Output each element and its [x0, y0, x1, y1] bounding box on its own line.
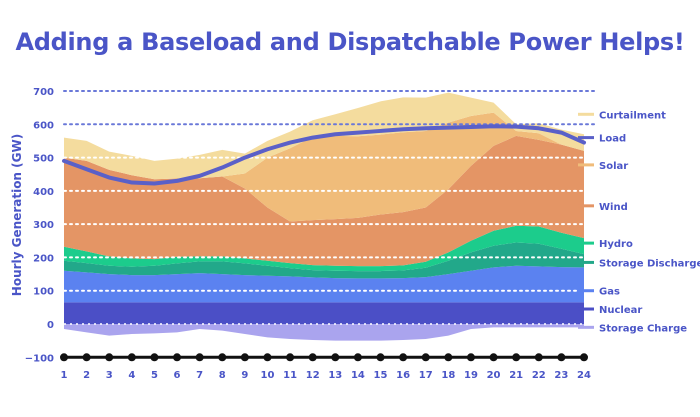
- y-axis-label: Hourly Generation (GW): [10, 134, 24, 296]
- legend-label-wind: Wind: [599, 202, 628, 213]
- legend-label-load: Load: [599, 134, 626, 145]
- x-axis-ticks: 1 2 3 4 5 6 7 8 9 10 11 12 13 14 15 16 17 18 19 20 21 22 23 24: [61, 370, 591, 381]
- x-axis-dot: [353, 353, 362, 362]
- load-line-group: [62, 124, 586, 186]
- y-tick-label: 700: [33, 87, 54, 98]
- grid-lines: [63, 90, 597, 325]
- x-tick-label: 8: [219, 370, 226, 381]
- x-axis-dot: [557, 353, 566, 362]
- legend-label-hydro: Hydro: [599, 239, 633, 250]
- x-axis-dot: [195, 353, 204, 362]
- x-tick-label: 12: [306, 370, 320, 381]
- x-axis-dot: [263, 353, 272, 362]
- x-axis-dot: [580, 353, 588, 362]
- x-axis-dot: [105, 353, 114, 362]
- x-tick-label: 21: [509, 370, 523, 381]
- x-axis-dot: [466, 353, 475, 362]
- x-tick-label: 14: [351, 370, 365, 381]
- area-layers: [64, 92, 584, 341]
- legend-label-storage-discharge: Storage Discharge: [599, 258, 700, 269]
- y-tick-label: 100: [33, 287, 54, 298]
- x-axis-dot: [60, 353, 68, 362]
- y-tick-label: 400: [33, 187, 54, 198]
- legend-label-curtailment: Curtailment: [599, 110, 666, 121]
- x-tick-label: 23: [554, 370, 568, 381]
- x-tick-label: 16: [396, 370, 410, 381]
- y-tick-label: −100: [25, 353, 54, 364]
- x-tick-label: 4: [128, 370, 135, 381]
- area-hydro: [64, 225, 584, 272]
- legend-label-nuclear: Nuclear: [599, 305, 642, 316]
- x-tick-label: 9: [241, 370, 248, 381]
- x-axis-dot: [421, 353, 430, 362]
- x-axis-dot: [489, 353, 498, 362]
- x-tick-label: 18: [441, 370, 455, 381]
- legend-label-storage-charge: Storage Charge: [599, 323, 687, 334]
- x-axis-dot: [399, 353, 408, 362]
- x-axis-dot: [331, 353, 340, 362]
- x-tick-label: 20: [487, 370, 501, 381]
- x-tick-label: 22: [532, 370, 546, 381]
- x-axis-dot: [444, 353, 453, 362]
- x-tick-label: 17: [419, 370, 433, 381]
- y-tick-label: 500: [33, 154, 54, 165]
- area-storage-charge: [64, 324, 584, 341]
- x-tick-label: 19: [464, 370, 478, 381]
- x-axis-dot: [240, 353, 249, 362]
- area-solar: [64, 112, 584, 222]
- x-axis-dot: [218, 353, 227, 362]
- chart-title: Adding a Baseload and Dispatchable Power…: [15, 28, 685, 56]
- legend: Curtailment Load Solar Wind Hydro Storage Dis…: [578, 110, 700, 334]
- area-storage-discharge: [64, 242, 584, 279]
- x-axis-dot: [376, 353, 385, 362]
- x-axis-dot: [286, 353, 295, 362]
- x-tick-label: 24: [577, 370, 591, 381]
- y-tick-label: 200: [33, 253, 54, 264]
- x-tick-label: 5: [151, 370, 158, 381]
- area-nuclear: [64, 302, 584, 324]
- y-tick-label: 300: [33, 220, 54, 231]
- x-tick-label: 1: [61, 370, 68, 381]
- x-tick-label: 3: [106, 370, 113, 381]
- x-axis-dot: [173, 353, 182, 362]
- legend-label-gas: Gas: [599, 287, 620, 298]
- y-tick-label: 600: [33, 120, 54, 131]
- x-axis: [60, 353, 588, 362]
- x-tick-label: 13: [328, 370, 342, 381]
- x-axis-dot: [308, 353, 317, 362]
- x-axis-dot: [534, 353, 543, 362]
- x-axis-dot: [127, 353, 136, 362]
- area-wind: [64, 135, 584, 267]
- y-axis-ticks: −100 0 100 200 300 400 500 600 700: [25, 87, 54, 364]
- x-tick-label: 10: [261, 370, 275, 381]
- area-gas: [64, 265, 584, 303]
- x-tick-label: 7: [196, 370, 203, 381]
- legend-label-solar: Solar: [599, 161, 628, 172]
- x-tick-label: 15: [374, 370, 388, 381]
- y-tick-label: 0: [47, 320, 54, 331]
- x-axis-dot: [512, 353, 521, 362]
- x-tick-label: 11: [283, 370, 297, 381]
- load-line: [62, 124, 586, 186]
- x-axis-dot: [82, 353, 91, 362]
- x-tick-label: 6: [174, 370, 181, 381]
- x-tick-label: 2: [83, 370, 90, 381]
- x-axis-dot: [150, 353, 159, 362]
